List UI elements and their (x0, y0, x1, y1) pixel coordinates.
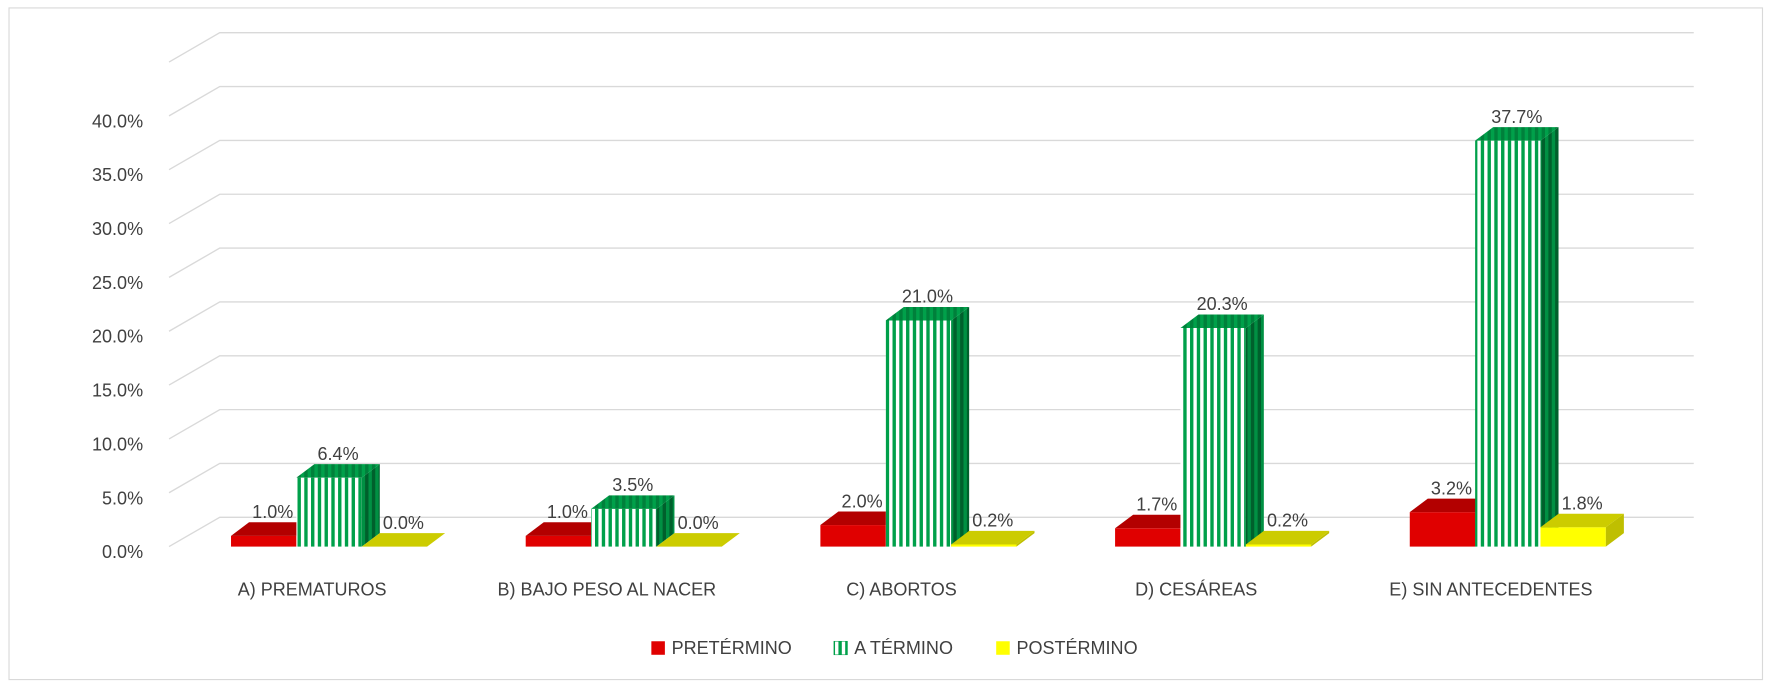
bar-front (1409, 512, 1476, 547)
bar-front (885, 320, 952, 547)
data-label: 6.4% (318, 444, 359, 464)
data-label: 1.0% (547, 502, 588, 522)
grid-line (168, 85, 1694, 117)
bar-front (1475, 140, 1541, 547)
data-label: 1.0% (252, 502, 293, 522)
bar-top (231, 522, 315, 536)
grid-line (168, 32, 1694, 63)
data-label: 1.7% (1136, 495, 1177, 515)
y-tick-label: 15.0% (92, 381, 143, 401)
data-label: 3.2% (1431, 478, 1472, 498)
bar-front (820, 525, 886, 547)
bar-top (1540, 513, 1624, 528)
bar-top (525, 522, 610, 536)
bar-top (885, 306, 970, 321)
y-tick-label: 0.0% (102, 542, 143, 562)
data-label: 20.3% (1197, 294, 1248, 314)
y-tick-label: 5.0% (102, 488, 143, 508)
y-tick-label: 30.0% (92, 219, 143, 239)
bar-side (951, 306, 970, 547)
bar-top (1180, 314, 1264, 329)
bar-front (1540, 527, 1606, 547)
bar-front (951, 544, 1017, 547)
x-tick-label: B) BAJO PESO AL NACER (498, 579, 717, 599)
legend-label: PRETÉRMINO (672, 638, 792, 658)
y-tick-label: 35.0% (92, 165, 143, 185)
bar-side (1311, 530, 1330, 547)
bar-top (656, 533, 740, 547)
bar-top (1245, 530, 1330, 545)
data-label: 0.0% (383, 513, 424, 533)
x-tick-label: E) SIN ANTECEDENTES (1389, 579, 1592, 599)
bar-front (591, 508, 657, 547)
x-tick-label: C) ABORTOS (846, 579, 956, 599)
data-label: 37.7% (1491, 107, 1542, 127)
bar-front (296, 477, 362, 547)
data-label: 0.0% (678, 513, 719, 533)
y-tick-label: 40.0% (92, 111, 143, 131)
y-tick-label: 20.0% (92, 327, 143, 347)
bar-front (1180, 328, 1246, 547)
bar-side (1540, 127, 1559, 547)
bar-top (591, 495, 675, 509)
bar-top (1475, 127, 1559, 141)
x-tick-label: D) CESÁREAS (1135, 579, 1257, 599)
bar-front (231, 535, 297, 547)
legend-label: A TÉRMINO (854, 638, 953, 658)
grid-line (168, 301, 1694, 332)
data-label: 0.2% (972, 511, 1013, 531)
bar-side (1605, 513, 1624, 547)
data-label: 0.2% (1267, 511, 1308, 531)
bar-top (1115, 514, 1199, 529)
y-tick-label: 25.0% (92, 273, 143, 293)
bar-side (1016, 530, 1035, 547)
y-tick-label: 10.0% (92, 434, 143, 454)
data-label: 1.8% (1562, 493, 1603, 513)
grid-line (168, 193, 1694, 225)
bar-front (1245, 544, 1312, 547)
bar-side (656, 495, 675, 547)
data-label: 3.5% (612, 475, 653, 495)
bar-side (361, 464, 380, 547)
bar-side (1245, 314, 1264, 547)
bar-front (525, 535, 592, 547)
bar-top (951, 530, 1035, 545)
bar-top (1409, 498, 1494, 513)
bar-top (820, 511, 904, 526)
x-tick-label: A) PREMATUROS (238, 579, 387, 599)
legend-swatch (996, 641, 1010, 655)
grid-line (168, 247, 1694, 278)
legend-label: POSTÉRMINO (1016, 638, 1137, 658)
data-label: 2.0% (842, 491, 883, 511)
data-label: 21.0% (902, 287, 953, 307)
bar-top (296, 464, 380, 478)
bar-top (361, 533, 446, 547)
grid-line (168, 139, 1694, 171)
legend-swatch (651, 641, 665, 655)
bar-front (1115, 528, 1181, 547)
legend-swatch (833, 640, 848, 656)
